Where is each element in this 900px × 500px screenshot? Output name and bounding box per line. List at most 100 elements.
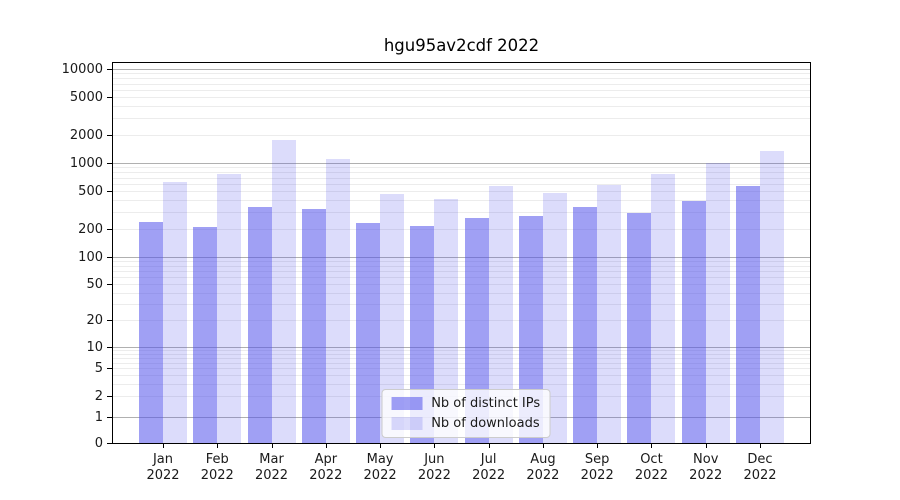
minor-gridline: [113, 172, 810, 174]
x-tick-mark: [488, 443, 490, 448]
x-tick-mark: [163, 443, 164, 448]
minor-gridline: [113, 78, 810, 80]
x-tick-year: 2022: [146, 467, 180, 483]
x-tick-year: 2022: [634, 467, 668, 483]
y-tick-label: 1000: [69, 156, 103, 171]
bar-distinct-ips-jan: [139, 222, 163, 443]
bar-downloads-sep: [597, 184, 622, 443]
minor-gridline: [113, 319, 810, 321]
x-tick-month: Apr: [314, 452, 338, 467]
bar-downloads-nov: [705, 163, 730, 443]
x-tick-month: Dec: [747, 452, 773, 467]
x-tick-month: May: [366, 452, 394, 467]
y-tick-label: 500: [78, 184, 103, 200]
y-tick-mark: [107, 284, 112, 286]
minor-gridline: [113, 261, 810, 263]
y-tick-mark: [107, 443, 112, 444]
y-tick-label: 10000: [61, 62, 103, 77]
plot-area: Nb of distinct IPs Nb of downloads: [112, 62, 811, 444]
major-gridline: [113, 69, 810, 70]
x-tick-year: 2022: [689, 467, 723, 483]
minor-gridline: [113, 73, 810, 75]
major-gridline: [113, 163, 810, 164]
x-axis-ticks: [113, 443, 810, 449]
y-tick-mark: [107, 69, 112, 70]
minor-gridline: [113, 353, 810, 355]
x-tick-mark: [380, 443, 382, 448]
bar-downloads-jan: [163, 181, 187, 443]
legend-label-downloads: Nb of downloads: [431, 416, 540, 431]
minor-gridline: [113, 276, 810, 278]
x-tick-mark: [760, 443, 761, 448]
x-tick-label: Sep 2022: [567, 452, 627, 483]
bar-distinct-ips-sep: [573, 207, 598, 443]
x-tick-mark: [325, 443, 327, 448]
x-tick-year: 2022: [417, 467, 451, 483]
x-tick-month: Mar: [259, 452, 284, 467]
x-tick-label: Jan 2022: [133, 452, 193, 483]
x-tick-label: Jul 2022: [459, 452, 519, 483]
minor-gridline: [113, 374, 810, 376]
minor-gridline: [113, 167, 810, 169]
minor-gridline: [113, 177, 810, 179]
legend-swatch-downloads: [391, 417, 423, 430]
y-tick-mark: [107, 97, 112, 99]
x-tick-label: Mar 2022: [242, 452, 302, 483]
bar-distinct-ips-dec: [736, 185, 760, 443]
x-tick-month: Aug: [530, 452, 556, 467]
y-tick-label: 20: [86, 312, 103, 328]
x-tick-mark: [705, 443, 707, 448]
bar-downloads-mar: [271, 140, 296, 443]
x-tick-year: 2022: [743, 467, 777, 483]
x-tick-year: 2022: [526, 467, 560, 483]
x-tick-mark: [542, 443, 544, 448]
y-axis-ticks: [107, 63, 112, 444]
minor-gridline: [113, 284, 810, 286]
legend-swatch-distinct-ips: [391, 397, 423, 410]
x-tick-month: Feb: [205, 452, 229, 467]
minor-gridline: [113, 134, 810, 136]
bar-downloads-feb: [217, 174, 242, 443]
minor-gridline: [113, 118, 810, 120]
x-tick-label: Nov 2022: [676, 452, 736, 483]
bar-distinct-ips-may: [356, 223, 381, 443]
bar-distinct-ips-feb: [193, 226, 218, 443]
minor-gridline: [113, 83, 810, 85]
y-tick-mark: [107, 368, 112, 370]
x-tick-label: Aug 2022: [513, 452, 573, 483]
minor-gridline: [113, 357, 810, 359]
x-tick-month: Sep: [584, 452, 610, 467]
x-tick-month: Jun: [424, 452, 445, 467]
y-tick-mark: [107, 417, 112, 418]
x-tick-month: Oct: [640, 452, 663, 467]
x-tick-mark: [651, 443, 653, 448]
bar-downloads-oct: [651, 173, 676, 443]
y-tick-label: 50: [86, 277, 103, 293]
minor-gridline: [113, 350, 810, 352]
x-tick-mark: [217, 443, 219, 448]
x-tick-year: 2022: [580, 467, 614, 483]
x-tick-label: Dec 2022: [730, 452, 790, 483]
y-tick-mark: [107, 163, 112, 164]
y-axis-labels: 0 1 2 5 10 20 50 100 200 500 1000 2000 5000 10000: [0, 62, 103, 451]
minor-gridline: [113, 183, 810, 185]
minor-gridline: [113, 368, 810, 370]
minor-gridline: [113, 292, 810, 294]
x-tick-label: Oct 2022: [621, 452, 681, 483]
minor-gridline: [113, 362, 810, 364]
minor-gridline: [113, 304, 810, 306]
y-tick-mark: [107, 347, 112, 348]
y-tick-mark: [107, 257, 112, 258]
legend-label-distinct-ips: Nb of distinct IPs: [431, 396, 541, 411]
y-tick-label: 0: [94, 436, 103, 451]
y-tick-label: 2000: [69, 127, 103, 143]
x-axis-labels: Jan 2022 Feb 2022 Mar 2022 Apr 2022 May 2022 Jun 20…: [113, 452, 810, 492]
x-tick-month: Jan: [152, 452, 174, 467]
x-tick-mark: [597, 443, 599, 448]
bar-downloads-dec: [760, 150, 784, 443]
minor-gridline: [113, 89, 810, 91]
x-tick-mark: [434, 443, 436, 448]
bar-downloads-apr: [325, 159, 350, 443]
y-tick-mark: [107, 319, 112, 321]
